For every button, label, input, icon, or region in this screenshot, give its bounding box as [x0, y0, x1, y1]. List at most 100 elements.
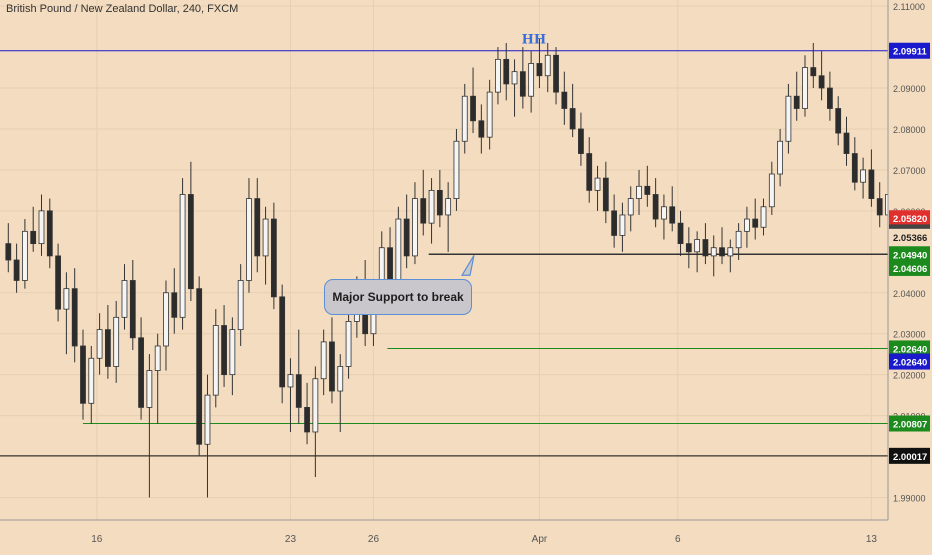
x-tick-label: 13 [866, 534, 878, 545]
candle-body [768, 173, 775, 208]
candle-body [304, 407, 310, 433]
candle-body [104, 329, 111, 367]
candle-body [38, 210, 45, 245]
bottom-axis-bg [0, 520, 932, 550]
support-callout: Major Support to break [324, 279, 472, 315]
y-tick-label: 2.08000 [893, 125, 926, 135]
candle-body [876, 198, 883, 216]
candle-body [569, 108, 576, 130]
price-badge [889, 228, 930, 245]
chart-title: British Pound / New Zealand Dollar, 240,… [6, 3, 239, 15]
price-badge [889, 447, 930, 464]
candle-body [860, 169, 866, 183]
candle-body [744, 218, 750, 232]
candle-body [13, 259, 20, 281]
price-badge-label: 2.00017 [893, 452, 927, 463]
candle-body [121, 280, 128, 318]
annotation-label: HH [522, 32, 547, 47]
candle-body [254, 198, 261, 257]
candle-body [204, 394, 211, 445]
price-badge [889, 210, 930, 227]
candle-body [710, 247, 717, 257]
y-tick-label: 2.02000 [893, 371, 926, 381]
candle-body [519, 71, 526, 97]
price-badge [889, 353, 930, 370]
candle-body [843, 132, 850, 154]
candle-body [561, 91, 568, 109]
candle-body [594, 177, 601, 191]
candle-body [868, 169, 875, 199]
candle-body [337, 366, 344, 392]
price-badge-label: 2.04606 [893, 264, 927, 275]
candle-body [212, 325, 219, 396]
candle-body [154, 345, 161, 371]
support-callout-text: Major Support to break [332, 290, 464, 304]
candle-body [403, 218, 410, 257]
candle-body [412, 198, 418, 257]
candle-body [793, 95, 800, 109]
price-badge-label: 2.00807 [893, 419, 927, 430]
candle-body [246, 198, 252, 281]
candle-body [445, 198, 452, 216]
candle-body [436, 189, 443, 216]
price-badge [889, 42, 930, 59]
candle-body [96, 329, 103, 359]
x-tick-label: 6 [675, 534, 681, 545]
candle-body [88, 357, 95, 404]
price-badge-label: 2.02640 [893, 358, 927, 369]
candle-body [835, 108, 842, 134]
candle-body [270, 218, 277, 298]
candle-body [345, 321, 352, 367]
candle-body [827, 87, 833, 109]
candle-body [735, 230, 742, 249]
candle-body [179, 194, 186, 318]
candle-body [495, 58, 501, 93]
candle-body [80, 345, 86, 404]
price-badge-label: 2.04940 [893, 250, 927, 261]
x-tick-label: Apr [532, 534, 548, 545]
candle-body [146, 370, 153, 408]
candle-body [636, 185, 642, 199]
candle-body [661, 206, 667, 220]
candle-body [470, 95, 476, 122]
candle-body [503, 58, 510, 85]
candle-body [428, 189, 435, 224]
candle-body [644, 185, 651, 195]
candle-body [478, 120, 485, 138]
candle-body [536, 63, 543, 77]
candle-body [221, 325, 227, 376]
candle-body [46, 210, 53, 257]
candle-body [229, 329, 236, 376]
y-tick-label: 2.04000 [893, 289, 926, 299]
candle-body [785, 95, 792, 142]
candle-body [586, 153, 593, 191]
candle-body [719, 247, 725, 257]
y-tick-label: 2.09000 [893, 84, 926, 94]
candle-body [727, 247, 734, 257]
candle-body [694, 239, 701, 253]
candle-body [702, 239, 709, 257]
candle-body [187, 194, 194, 290]
candle-body [669, 206, 676, 224]
candle-body [129, 280, 136, 339]
price-badge [889, 415, 930, 432]
candle-body [55, 255, 61, 310]
candle-body [420, 198, 427, 224]
candle-body [611, 210, 618, 236]
x-tick-label: 26 [368, 534, 380, 545]
candle-body [138, 337, 144, 408]
candle-body [802, 67, 808, 109]
x-tick-label: 23 [285, 534, 297, 545]
candle-body [851, 153, 858, 183]
candle-body [71, 288, 78, 347]
candle-body [287, 374, 294, 388]
candle-body [760, 206, 767, 228]
candle-body [486, 91, 493, 138]
candle-body [461, 95, 468, 142]
candle-body [113, 316, 120, 367]
candle-body [810, 67, 817, 77]
price-badge-label: 2.09911 [893, 47, 928, 58]
candle-body [677, 222, 684, 245]
